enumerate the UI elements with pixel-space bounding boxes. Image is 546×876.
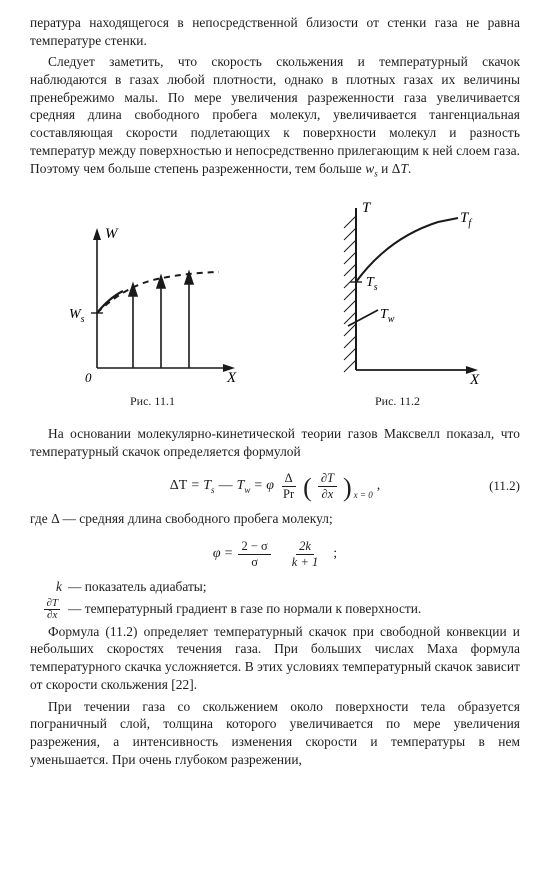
axis-x-label-1: X [226,370,237,386]
fig-11-1-caption: Рис. 11.1 [130,394,175,409]
para-1-tail2: . [408,161,411,176]
para-1-main: Следует заметить, что скорость скольжени… [30,54,520,175]
frac-sigma: 2 − σ σ [238,540,270,568]
fig-11-2-caption: Рис. 11.2 [375,394,420,409]
sym-dTdx: ∂T ∂x [30,598,68,621]
page: пература находящегося в непосредственной… [0,0,546,768]
eq-body: ΔT = Ts — Tw = φ Δ Pr ( ∂T ∂x ) x = 0 , [170,472,380,500]
fig-11-2-svg: T Tf Ts Tw X [308,198,488,388]
equation-phi: φ = 2 − σ σ 2k k + 1 ; [30,540,520,568]
figure-row: W Ws 0 X Рис. 11.1 [30,198,520,409]
para-0: пература находящегося в непосредственной… [30,14,520,49]
sym-ws: ws [365,161,378,176]
para-4: Формула (11.2) определяет температурный … [30,623,520,694]
axis-w-label: W [105,226,119,242]
frac-dT-dx: ∂T ∂x [318,472,337,500]
sym-k: k [30,578,68,596]
def-k: k — показатель адиабаты; [30,578,520,596]
para-2: На основании молекулярно-кинетической те… [30,425,520,460]
def-dTdx: ∂T ∂x — температурный градиент в газе по… [30,598,520,621]
eq-phi: φ [266,478,274,494]
definitions: k — показатель адиабаты; ∂T ∂x — темпера… [30,578,520,621]
para-1: Следует заметить, что скорость скольжени… [30,53,520,180]
eq-Ts: Ts [203,478,214,495]
eq-deltaT: ΔT [170,478,188,494]
equation-11-2: ΔT = Ts — Tw = φ Δ Pr ( ∂T ∂x ) x = 0 , … [30,472,520,500]
eq-Tw: Tw [237,478,251,495]
frac-delta-pr: Δ Pr [280,472,297,500]
frac-k: 2k k + 1 [289,540,321,568]
para-3: где Δ — средняя длина свободного пробега… [30,510,520,528]
sym-T: T [400,161,408,176]
origin-label: 0 [85,370,92,385]
axis-x-label-2: X [469,372,480,388]
para-5: При течении газа со скольжением около по… [30,698,520,769]
ws-label: Ws [69,307,85,325]
figure-11-1: W Ws 0 X Рис. 11.1 [63,218,243,409]
figure-11-2: T Tf Ts Tw X Рис. 11.2 [308,198,488,409]
ts-label: Ts [366,275,378,293]
fig-11-1-svg: W Ws 0 X [63,218,243,388]
equation-number: (11.2) [489,478,520,494]
para-1-tail: и Δ [378,161,401,176]
axis-t-label: T [362,200,372,216]
tw-label: Tw [380,307,395,325]
eq-phi-body: φ = 2 − σ σ 2k k + 1 ; [213,540,337,568]
tf-label: Tf [460,210,472,229]
eq-xzero: x = 0 [354,490,373,500]
